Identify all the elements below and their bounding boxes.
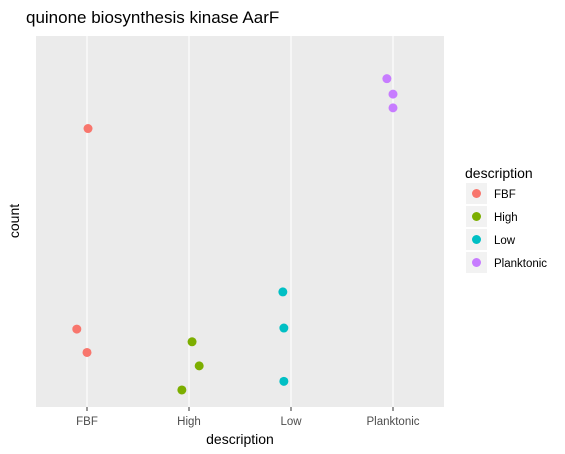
legend-items: FBF High Low Planktonic	[466, 183, 547, 273]
legend: description FBF High Low Planktonic	[465, 165, 547, 273]
data-point	[82, 347, 92, 357]
data-point	[279, 323, 289, 333]
data-point	[279, 376, 289, 386]
y-axis-title: count	[6, 204, 22, 238]
legend-marker	[472, 212, 481, 221]
legend-label: High	[494, 212, 518, 224]
x-tick-label: FBF	[76, 416, 98, 428]
data-point	[278, 287, 288, 297]
x-tick-label: Planktonic	[366, 416, 419, 428]
data-point	[382, 74, 392, 84]
data-points	[72, 74, 398, 395]
plot-panel	[36, 36, 444, 407]
x-axis-ticks	[86, 407, 394, 411]
data-point	[388, 103, 398, 113]
data-point	[194, 361, 204, 371]
legend-label: FBF	[494, 189, 516, 201]
x-tick-label: Low	[280, 416, 302, 428]
legend-marker	[472, 258, 481, 267]
legend-title: description	[465, 165, 533, 181]
data-point	[187, 337, 197, 347]
data-point	[83, 124, 93, 134]
legend-label: Low	[494, 235, 516, 247]
data-point	[177, 385, 187, 395]
legend-marker	[472, 235, 481, 244]
x-axis-title: description	[206, 431, 274, 447]
legend-marker	[472, 189, 481, 198]
x-axis-tick-labels: FBF High Low Planktonic	[76, 416, 420, 428]
chart-title: quinone biosynthesis kinase AarF	[26, 8, 279, 27]
data-point	[388, 89, 398, 99]
legend-label: Planktonic	[494, 258, 547, 270]
x-tick-label: High	[177, 416, 201, 428]
data-point	[72, 324, 82, 334]
